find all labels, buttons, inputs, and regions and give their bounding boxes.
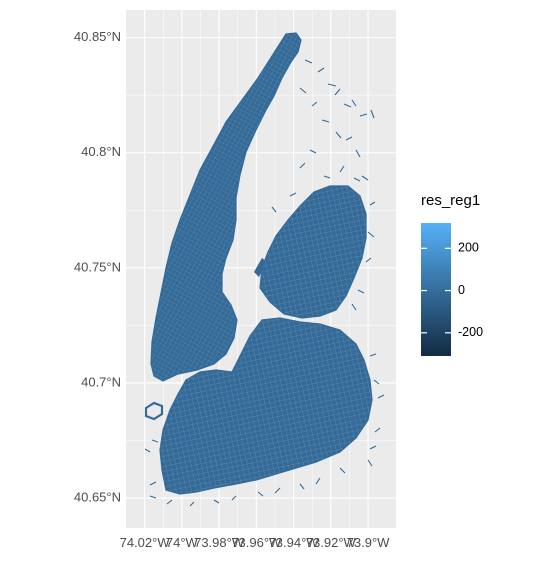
- x-tick-label: 73.9°W: [347, 535, 391, 550]
- legend-label: -200: [458, 325, 483, 339]
- y-axis: 40.85°N 40.8°N 40.75°N 40.7°N 40.65°N: [74, 29, 121, 504]
- y-tick-label: 40.65°N: [74, 490, 121, 505]
- queens-streets: [259, 185, 367, 319]
- x-axis: 74.02°W 74°W 73.98°W 73.96°W 73.94°W 73.…: [120, 535, 391, 550]
- x-tick-label: 73.96°W: [231, 535, 282, 550]
- legend-title: res_reg1: [421, 192, 480, 209]
- legend: res_reg1 200 0 -200: [421, 192, 483, 356]
- outlying-street-segments: [144, 59, 385, 507]
- street-network: [144, 32, 385, 507]
- x-tick-label: 74.02°W: [120, 535, 171, 550]
- manhattan-streets: [150, 32, 302, 382]
- x-tick-label: 73.92°W: [306, 535, 357, 550]
- y-tick-label: 40.7°N: [81, 374, 121, 389]
- legend-colorbar: [421, 223, 451, 356]
- y-tick-label: 40.8°N: [81, 144, 121, 159]
- x-tick-label: 73.98°W: [194, 535, 245, 550]
- legend-label: 200: [458, 241, 479, 255]
- legend-label: 0: [458, 283, 465, 297]
- y-tick-label: 40.85°N: [74, 29, 121, 44]
- y-tick-label: 40.75°N: [74, 259, 121, 274]
- x-tick-label: 74°W: [166, 535, 199, 550]
- x-tick-label: 73.94°W: [269, 535, 320, 550]
- governors-island: [144, 401, 164, 421]
- brooklyn-streets: [159, 317, 373, 495]
